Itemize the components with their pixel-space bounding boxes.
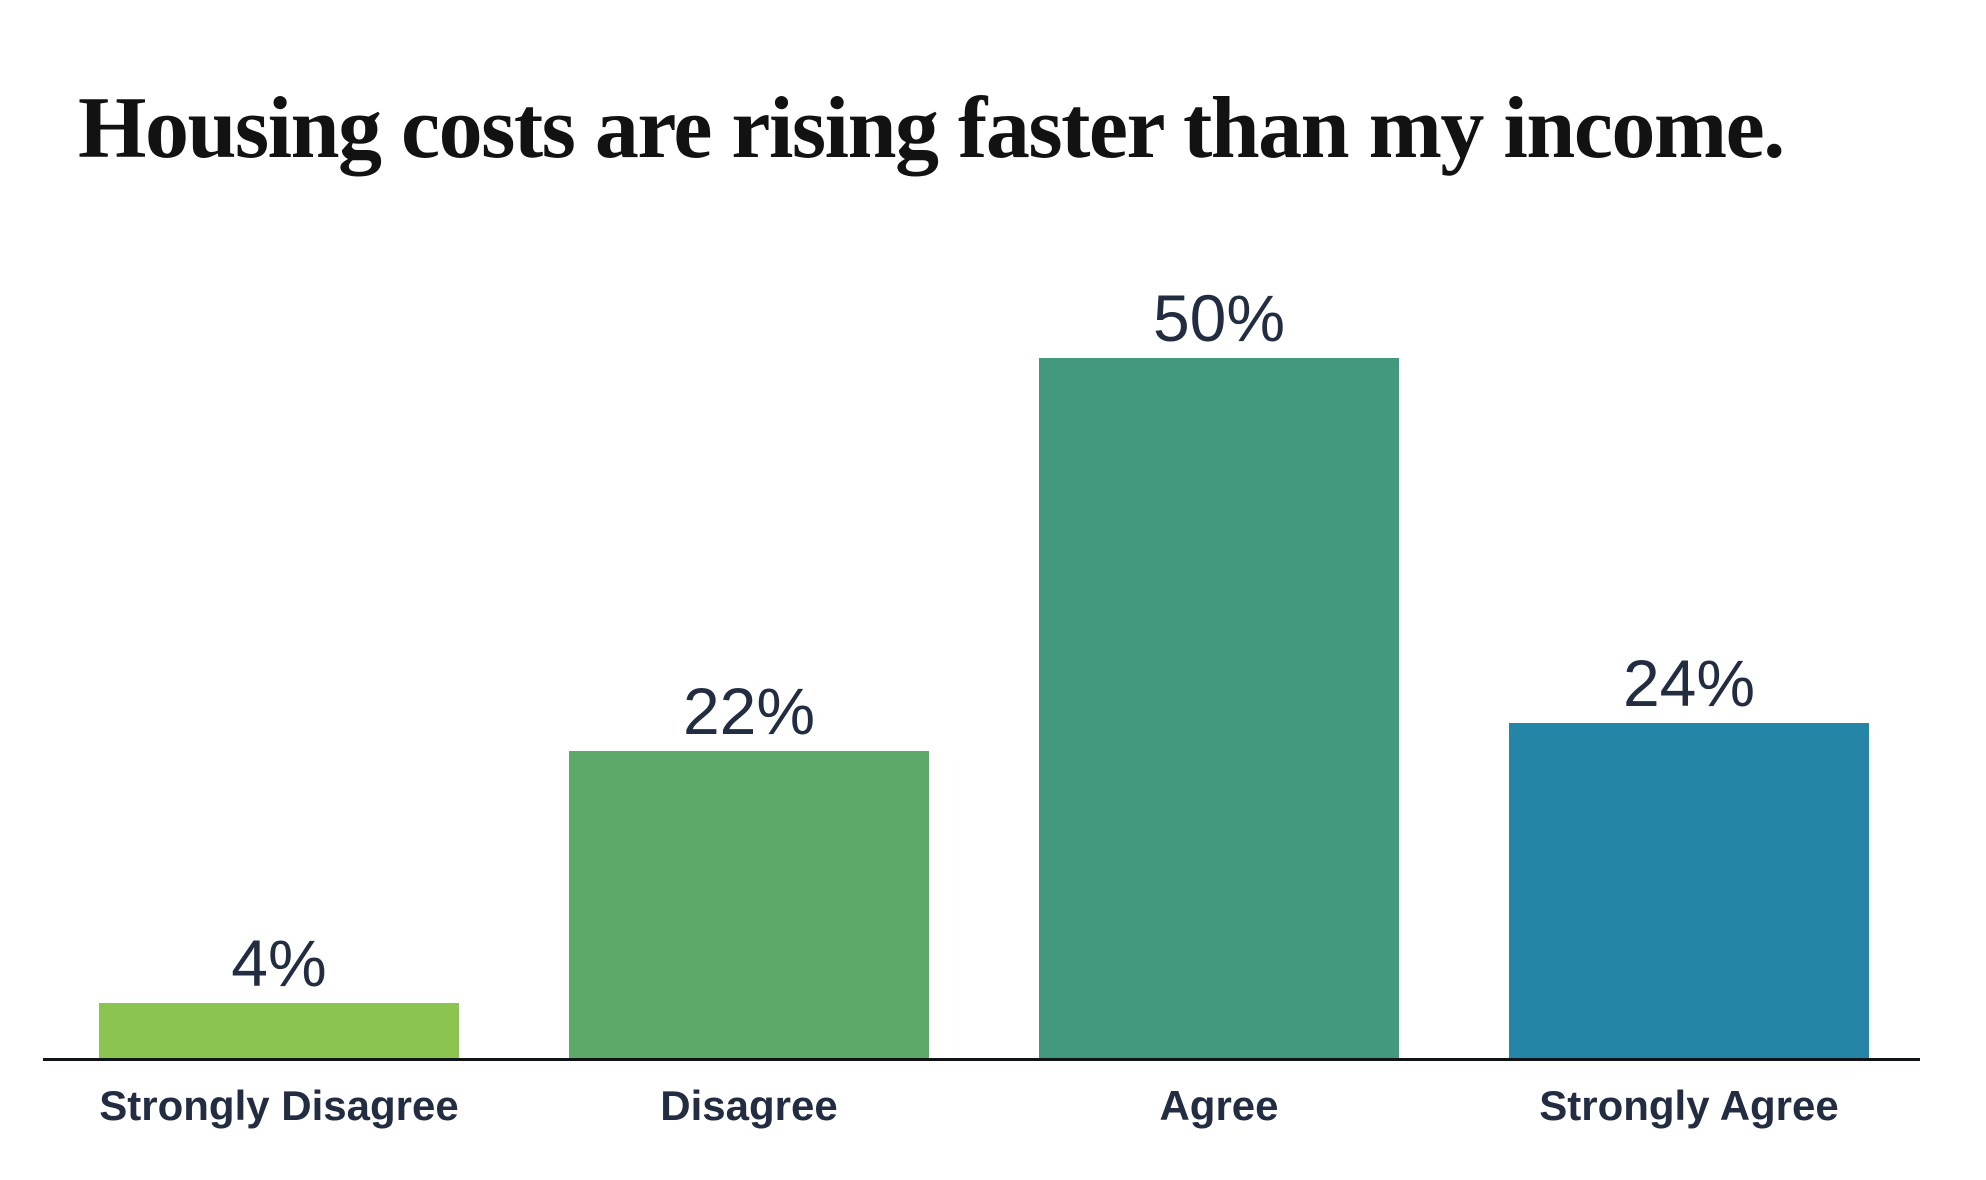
bar-value-label: 24% — [1622, 646, 1756, 720]
category-label: Disagree — [660, 1082, 838, 1129]
bar — [1509, 723, 1869, 1059]
plot-area: 4% 22% 50% 24% — [99, 280, 1869, 1059]
x-axis-line — [43, 1058, 1920, 1061]
category-label: Strongly Disagree — [99, 1082, 459, 1129]
category-label: Strongly Agree — [1539, 1082, 1839, 1129]
bar — [99, 1003, 459, 1059]
bar-value-label: 22% — [682, 674, 816, 748]
bar-column: 24% — [1509, 645, 1869, 1059]
category-label: Agree — [1159, 1082, 1279, 1129]
bar-column: 22% — [569, 673, 929, 1059]
bar-column: 50% — [1039, 280, 1399, 1059]
bar — [569, 751, 929, 1059]
chart-title: Housing costs are rising faster than my … — [78, 79, 1785, 177]
bar-value-label: 50% — [1152, 281, 1286, 355]
bar — [1039, 358, 1399, 1059]
bar-value-label: 4% — [231, 926, 327, 1000]
bar-column: 4% — [99, 925, 459, 1059]
